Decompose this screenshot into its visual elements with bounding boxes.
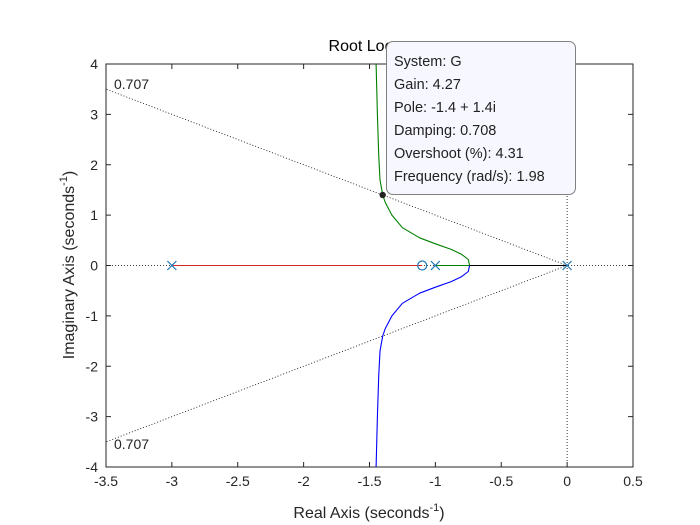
y-tick-label: 0 <box>90 258 98 274</box>
pole-marker-1 <box>166 260 177 271</box>
y-tick-label: 2 <box>90 157 98 173</box>
y-tick-label: 4 <box>90 56 98 72</box>
x-tick-label: -2.5 <box>226 473 250 489</box>
datatip-gain: Gain: 4.27 <box>394 77 461 93</box>
x-tick-label: 0.5 <box>623 473 643 489</box>
damping-line-label-2: 0.707 <box>114 436 149 452</box>
x-tick-label: -3 <box>166 473 179 489</box>
pole-stroke <box>430 260 441 271</box>
y-tick-label: -4 <box>86 459 99 475</box>
y-axis-label-end: ) <box>61 171 78 176</box>
y-tick-label: 1 <box>90 207 98 223</box>
locus-branches <box>171 63 568 468</box>
pole-zero-markers <box>166 260 573 271</box>
x-tick-label: -2 <box>297 473 310 489</box>
y-tick-label: 3 <box>90 106 98 122</box>
zero-marker-1 <box>417 260 428 271</box>
x-tick-label: -1.5 <box>357 473 381 489</box>
x-axis-label-sup: -1 <box>429 502 439 514</box>
datatip-frequency: Frequency (rad/s): 1.98 <box>394 169 545 185</box>
x-tick-label: -3.5 <box>94 473 118 489</box>
datatip-damping: Damping: 0.708 <box>394 123 497 139</box>
datatip-pole: Pole: -1.4 + 1.4i <box>394 100 496 116</box>
x-tick-label: -1 <box>429 473 442 489</box>
locus-branch-3 <box>375 265 471 468</box>
y-tick-label: -1 <box>86 308 99 324</box>
pole-marker-3 <box>562 260 573 271</box>
x-axis-label: Real Axis (seconds-1) <box>293 502 444 522</box>
x-tick-label: 0 <box>563 473 571 489</box>
locus-branch-2 <box>375 63 471 267</box>
damping-line-1 <box>105 88 568 266</box>
pole-stroke <box>166 260 177 271</box>
pole-marker-2 <box>430 260 441 271</box>
ticks: -3.5 -3 -2.5 -2 -1.5 -1 -0.5 0 0.5 -4 -3 -2 -1 0 1 2 3 4 <box>86 56 643 489</box>
y-axis-label: Imaginary Axis (seconds-1) <box>58 171 78 360</box>
datatip-overshoot: Overshoot (%): 4.31 <box>394 146 524 162</box>
y-axis-label-sup: -1 <box>58 176 70 186</box>
x-tick-label: -0.5 <box>489 473 513 489</box>
x-axis-label-main: Real Axis (seconds <box>293 505 429 522</box>
damping-lines: 0.707 0.707 <box>105 76 568 452</box>
y-tick-label: -3 <box>86 409 99 425</box>
y-axis-label-main: Imaginary Axis (seconds <box>61 186 78 359</box>
selected-point-marker[interactable] <box>379 191 386 199</box>
y-tick-label: -2 <box>86 358 99 374</box>
damping-line-2 <box>105 265 568 443</box>
pole-stroke <box>562 260 573 271</box>
datatip-box[interactable]: System: G Gain: 4.27 Pole: -1.4 + 1.4i D… <box>386 41 576 195</box>
damping-line-label-1: 0.707 <box>114 76 149 92</box>
datatip-system: System: G <box>394 54 462 70</box>
x-axis-label-end: ) <box>439 505 444 522</box>
